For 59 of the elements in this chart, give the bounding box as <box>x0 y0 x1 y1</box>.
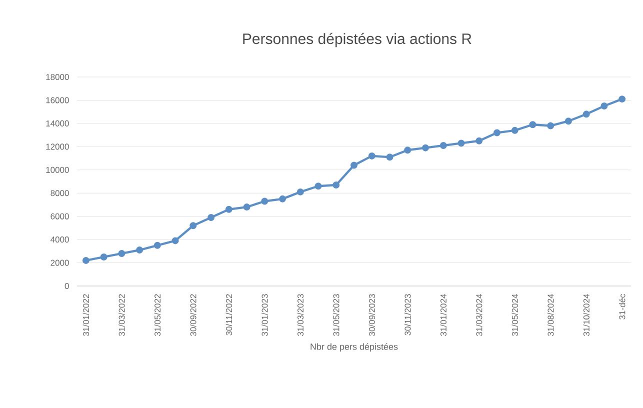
point <box>511 126 518 134</box>
point <box>208 214 215 221</box>
x-tick-label: 30/09/2022 <box>190 294 196 336</box>
point <box>458 140 465 147</box>
point <box>404 146 412 154</box>
point <box>243 204 250 211</box>
point <box>350 162 358 169</box>
point <box>600 102 608 110</box>
y-tick-label: 2000 <box>50 260 69 266</box>
x-tick-label: 31/05/2024 <box>512 294 518 336</box>
x-tick-label: 31/03/2023 <box>297 294 304 336</box>
x-tick-label: 31/05/2023 <box>333 294 340 336</box>
y-tick-label: 12000 <box>46 144 69 150</box>
point <box>314 182 322 190</box>
x-tick-label: 30/09/2023 <box>368 294 375 336</box>
y-tick-label: 10000 <box>46 166 69 173</box>
x-axis-title: Nbr de pers dépistées <box>310 343 398 352</box>
point <box>118 250 126 257</box>
point <box>476 137 483 144</box>
x-tick-label: 31/08/2024 <box>547 294 554 336</box>
y-tick-label: 0 <box>64 282 69 290</box>
x-tick-label: 31/10/2024 <box>583 294 590 336</box>
y-tick-label: 6000 <box>50 213 69 220</box>
point <box>261 198 268 205</box>
point <box>225 206 232 213</box>
point <box>493 129 500 136</box>
point <box>618 96 626 103</box>
x-tick-label: 30/11/2022 <box>226 294 232 336</box>
y-tick-label: 4000 <box>50 236 69 243</box>
point <box>582 110 590 118</box>
y-tick-label: 14000 <box>46 120 69 126</box>
y-tick-label: 8000 <box>50 190 69 196</box>
point <box>368 152 376 160</box>
point <box>332 182 340 188</box>
chart-title: Personnes dépistées via actions R <box>243 32 472 48</box>
x-tick-label: 31/01/2023 <box>262 294 268 336</box>
point <box>529 121 536 128</box>
point <box>279 195 286 202</box>
point <box>172 237 179 244</box>
x-tick-label: 31/01/2024 <box>440 294 446 336</box>
y-tick-label: 16000 <box>46 97 69 104</box>
point <box>422 144 429 152</box>
point <box>564 118 572 125</box>
point <box>296 188 304 196</box>
point <box>82 256 90 264</box>
x-tick-label: 31/03/2024 <box>476 294 482 336</box>
x-tick-label: 31/03/2022 <box>118 294 125 336</box>
x-tick-label: 31/01/2022 <box>82 294 90 336</box>
x-tick-label: 31-déc <box>618 294 626 320</box>
point <box>386 154 394 161</box>
point <box>154 242 161 249</box>
y-tick-label: 18000 <box>46 74 69 80</box>
point <box>190 222 197 230</box>
point <box>440 142 447 149</box>
point <box>136 246 144 254</box>
x-tick-label: 30/11/2023 <box>404 294 411 336</box>
point <box>547 122 554 130</box>
point <box>100 253 108 260</box>
x-tick-label: 31/05/2022 <box>154 294 161 336</box>
